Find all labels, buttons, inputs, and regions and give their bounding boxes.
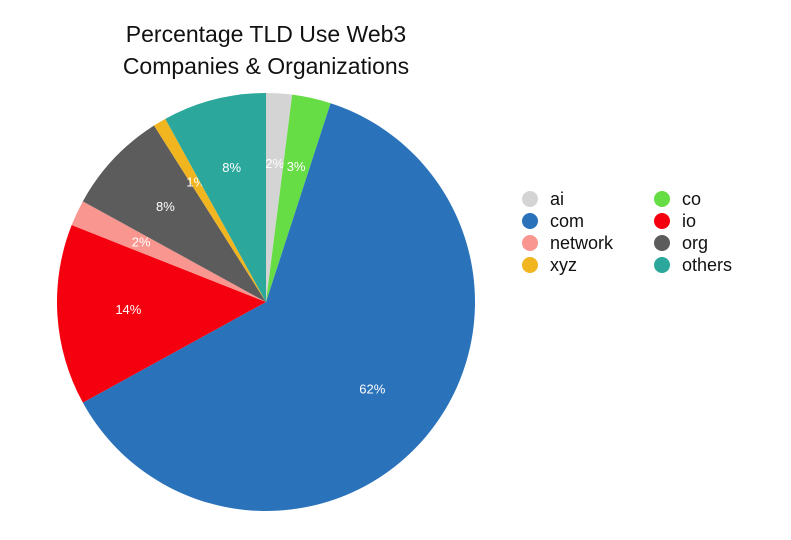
legend-swatch xyxy=(522,235,538,251)
data-label: 8% xyxy=(156,199,175,214)
legend-label: io xyxy=(682,211,696,231)
legend-swatch xyxy=(522,191,538,207)
pie-slice xyxy=(165,93,266,302)
data-label: 2% xyxy=(265,156,284,171)
legend-label: network xyxy=(550,233,614,253)
legend-swatch xyxy=(522,213,538,229)
legend-label: xyz xyxy=(550,255,577,275)
data-label: 8% xyxy=(222,160,241,175)
legend-swatch xyxy=(522,257,538,273)
pie-slice xyxy=(71,201,266,302)
pie-slice xyxy=(266,93,293,302)
data-label: 3% xyxy=(287,159,306,174)
chart-title: Percentage TLD Use Web3 xyxy=(126,21,406,47)
legend-swatch xyxy=(654,191,670,207)
legend-swatch xyxy=(654,257,670,273)
data-label: 2% xyxy=(132,235,151,250)
pie-slice xyxy=(82,103,476,512)
legend-label: others xyxy=(682,255,732,275)
pie-slice xyxy=(82,125,267,302)
chart-title: Companies & Organizations xyxy=(123,53,409,79)
pie-slice xyxy=(57,225,266,403)
legend-label: co xyxy=(682,189,701,209)
data-label: 14% xyxy=(115,302,141,317)
legend-label: ai xyxy=(550,189,564,209)
legend-swatch xyxy=(654,213,670,229)
legend-label: org xyxy=(682,233,708,253)
legend-label: com xyxy=(550,211,584,231)
pie-slice xyxy=(266,94,331,302)
data-label: 62% xyxy=(359,381,385,396)
legend-swatch xyxy=(654,235,670,251)
pie-slice xyxy=(154,118,266,303)
